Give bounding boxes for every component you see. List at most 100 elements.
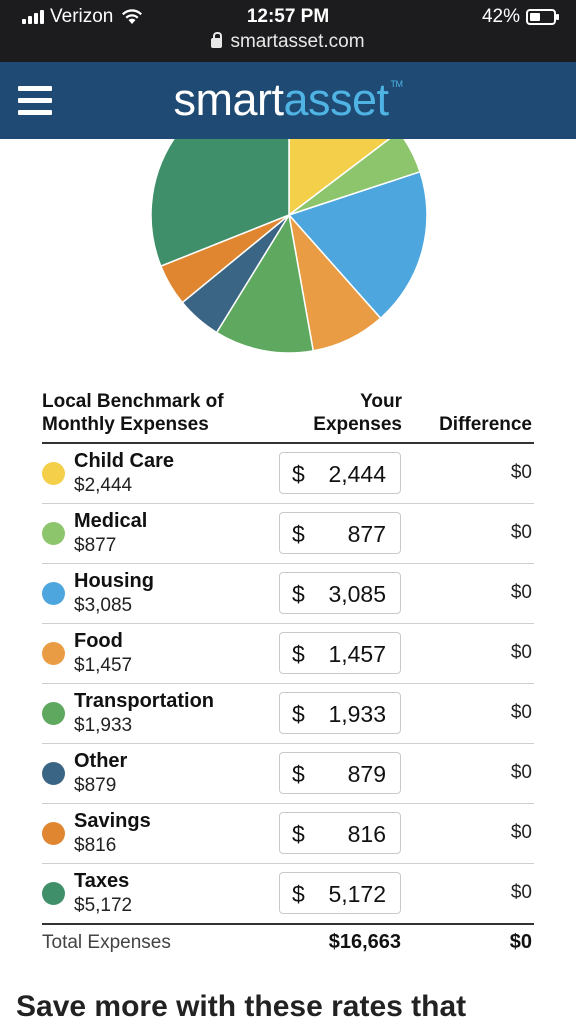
url-bar[interactable]: smartasset.com [0,31,576,53]
header-difference: Difference [439,414,532,435]
table-row: Food $1,457 $1,457 $0 [42,624,534,684]
promo-heading: Save more with these rates that [16,990,467,1023]
category-name: Taxes [74,870,130,892]
header-benchmark: Local Benchmark of Monthly Expenses [42,390,282,436]
benchmark-value: $1,933 [74,715,133,736]
benchmark-value: $1,457 [74,655,133,676]
header-benchmark-line2: Monthly Expenses [42,414,209,435]
your-expense-value: 877 [347,521,386,547]
table-body: Child Care $2,444 $2,444 $0 Medical $877… [42,444,534,924]
table-row: Medical $877 $877 $0 [42,504,534,564]
header-your-expenses: Your Expenses [282,390,402,436]
your-expense-input[interactable]: $1,457 [279,632,401,674]
battery-percent: 42% [481,6,520,27]
currency-symbol: $ [292,521,305,547]
category-color-dot [42,702,65,725]
your-expense-value: 2,444 [328,461,386,487]
category-name: Housing [74,570,154,592]
category-color-dot [42,522,65,545]
your-expense-input[interactable]: $2,444 [279,452,401,494]
difference-value: $0 [510,762,532,783]
your-expense-input[interactable]: $5,172 [279,872,401,914]
benchmark-value: $2,444 [74,475,133,496]
header-benchmark-line1: Local Benchmark of [42,391,224,412]
currency-symbol: $ [292,881,305,907]
table-row: Transportation $1,933 $1,933 $0 [42,684,534,744]
benchmark-value: $816 [74,835,117,856]
status-bar: Verizon 12:57 PM 42% smartasset.com [0,0,576,62]
total-row: Total Expenses $16,663 $0 [42,923,534,959]
menu-icon[interactable] [18,86,52,116]
category-color-dot [42,462,65,485]
your-expense-value: 5,172 [328,881,386,907]
carrier-name: Verizon [50,6,114,27]
category-color-dot [42,642,65,665]
category-color-dot [42,822,65,845]
your-expense-input[interactable]: $1,933 [279,692,401,734]
benchmark-value: $5,172 [74,895,133,916]
your-expense-value: 879 [347,761,386,787]
smartasset-logo[interactable]: smartasset TM [0,74,576,126]
logo-part-asset: asset [283,74,389,125]
site-header: smartasset TM [0,62,576,139]
category-color-dot [42,762,65,785]
category-name: Food [74,630,123,652]
difference-value: $0 [510,822,532,843]
category-name: Other [74,750,128,772]
table-header: Local Benchmark of Monthly Expenses Your… [42,388,534,444]
difference-value: $0 [510,702,532,723]
logo-part-smart: smart [173,74,284,125]
currency-symbol: $ [292,821,305,847]
your-expense-input[interactable]: $3,085 [279,572,401,614]
your-expense-value: 1,457 [328,641,386,667]
table-row: Child Care $2,444 $2,444 $0 [42,444,534,504]
table-row: Housing $3,085 $3,085 $0 [42,564,534,624]
expenses-table: Local Benchmark of Monthly Expenses Your… [42,388,534,959]
difference-value: $0 [510,582,532,603]
difference-value: $0 [510,522,532,543]
table-row: Savings $816 $816 $0 [42,804,534,864]
currency-symbol: $ [292,701,305,727]
status-left: Verizon [22,6,143,28]
your-expense-value: 1,933 [328,701,386,727]
benchmark-value: $879 [74,775,117,796]
lock-icon [211,32,223,48]
currency-symbol: $ [292,461,305,487]
your-expense-value: 816 [347,821,386,847]
category-name: Child Care [74,450,175,472]
header-yours-line2: Expenses [313,414,402,435]
table-row: Taxes $5,172 $5,172 $0 [42,864,534,924]
currency-symbol: $ [292,581,305,607]
total-difference: $0 [509,931,532,953]
your-expense-input[interactable]: $879 [279,752,401,794]
category-name: Medical [74,510,148,532]
difference-value: $0 [510,642,532,663]
benchmark-value: $3,085 [74,595,133,616]
pie-svg [150,139,428,354]
category-color-dot [42,882,65,905]
total-value: $16,663 [328,931,401,953]
your-expense-value: 3,085 [328,581,386,607]
clock: 12:57 PM [246,6,330,27]
category-color-dot [42,582,65,605]
battery-icon [526,9,559,25]
category-name: Transportation [74,690,215,712]
difference-value: $0 [510,462,532,483]
your-expense-input[interactable]: $816 [279,812,401,854]
logo-trademark: TM [390,79,404,89]
status-right: 42% [481,6,559,28]
currency-symbol: $ [292,641,305,667]
benchmark-value: $877 [74,535,117,556]
pie-slice-housing [287,170,428,320]
pie-slice-taxes [150,139,290,268]
difference-value: $0 [510,882,532,903]
signal-icon [22,10,44,24]
category-name: Savings [74,810,151,832]
pie-slice-transportation [215,212,315,354]
total-label: Total Expenses [42,932,171,953]
your-expense-input[interactable]: $877 [279,512,401,554]
wifi-icon [122,9,143,24]
url-text: smartasset.com [230,31,365,52]
currency-symbol: $ [292,761,305,787]
header-yours-line1: Your [360,391,402,412]
